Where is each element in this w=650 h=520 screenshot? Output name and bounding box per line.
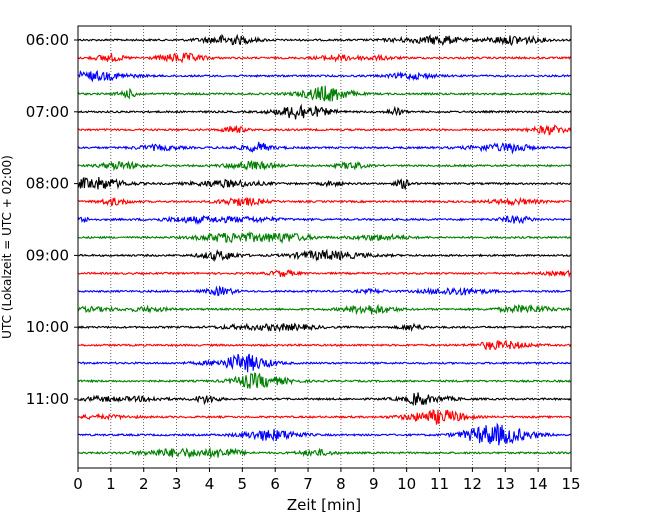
x-tick-label: 5	[238, 475, 248, 493]
trace-row-12	[77, 248, 572, 263]
x-tick-label: 1	[106, 475, 116, 493]
trace-row-14	[77, 285, 571, 297]
seismic-traces	[77, 33, 572, 460]
x-tick-label: 3	[172, 475, 182, 493]
trace-row-2	[77, 69, 572, 83]
x-tick-label: 8	[336, 475, 346, 493]
x-tick-label: 7	[303, 475, 313, 493]
trace-row-9	[77, 196, 572, 207]
y-axis-label: UTC (Lokalzeit = UTC + 02:00)	[0, 155, 14, 339]
x-tick-label: 0	[73, 475, 83, 493]
trace-row-23	[77, 447, 572, 460]
x-tick-label: 12	[463, 475, 482, 493]
x-axis-label: Zeit [min]	[287, 496, 361, 514]
x-tick-label: 2	[139, 475, 149, 493]
x-tick-label: 10	[397, 475, 416, 493]
trace-row-20	[77, 392, 572, 407]
trace-row-10	[77, 214, 572, 226]
trace-row-1	[77, 52, 572, 64]
trace-row-11	[77, 230, 571, 245]
trace-row-5	[77, 124, 572, 136]
x-tick-label: 11	[430, 475, 449, 493]
trace-row-21	[77, 408, 572, 426]
y-tick-label: 07:00	[26, 103, 69, 121]
x-tick-label: 9	[369, 475, 379, 493]
y-tick-label: 11:00	[26, 390, 69, 408]
x-tick-label: 4	[205, 475, 215, 493]
plot-frame	[77, 25, 572, 469]
trace-row-18	[77, 353, 572, 373]
y-axis-ticks: 06:00 07:00 08:00 09:00 10:00 11:00	[26, 31, 78, 408]
trace-row-13	[77, 268, 572, 278]
y-tick-label: 09:00	[26, 246, 69, 264]
x-tick-label: 15	[561, 475, 580, 493]
trace-row-7	[77, 160, 572, 172]
trace-row-22	[77, 422, 572, 446]
y-tick-label: 10:00	[26, 318, 69, 336]
trace-row-16	[77, 322, 572, 333]
trace-row-4	[77, 103, 572, 120]
trace-row-3	[77, 85, 571, 102]
trace-row-8	[77, 177, 572, 191]
trace-row-17	[77, 339, 572, 351]
trace-row-0	[77, 33, 572, 47]
trace-row-6	[77, 141, 572, 155]
x-tick-label: 14	[529, 475, 548, 493]
trace-row-19	[77, 372, 572, 389]
x-axis-ticks: 0 1 2 3 4 5 6 7 8 9 10 11 12 13 14 15	[73, 468, 581, 493]
y-tick-label: 08:00	[26, 175, 69, 193]
x-tick-label: 6	[270, 475, 280, 493]
y-tick-label: 06:00	[26, 31, 69, 49]
x-tick-label: 13	[496, 475, 515, 493]
trace-row-15	[77, 303, 572, 316]
